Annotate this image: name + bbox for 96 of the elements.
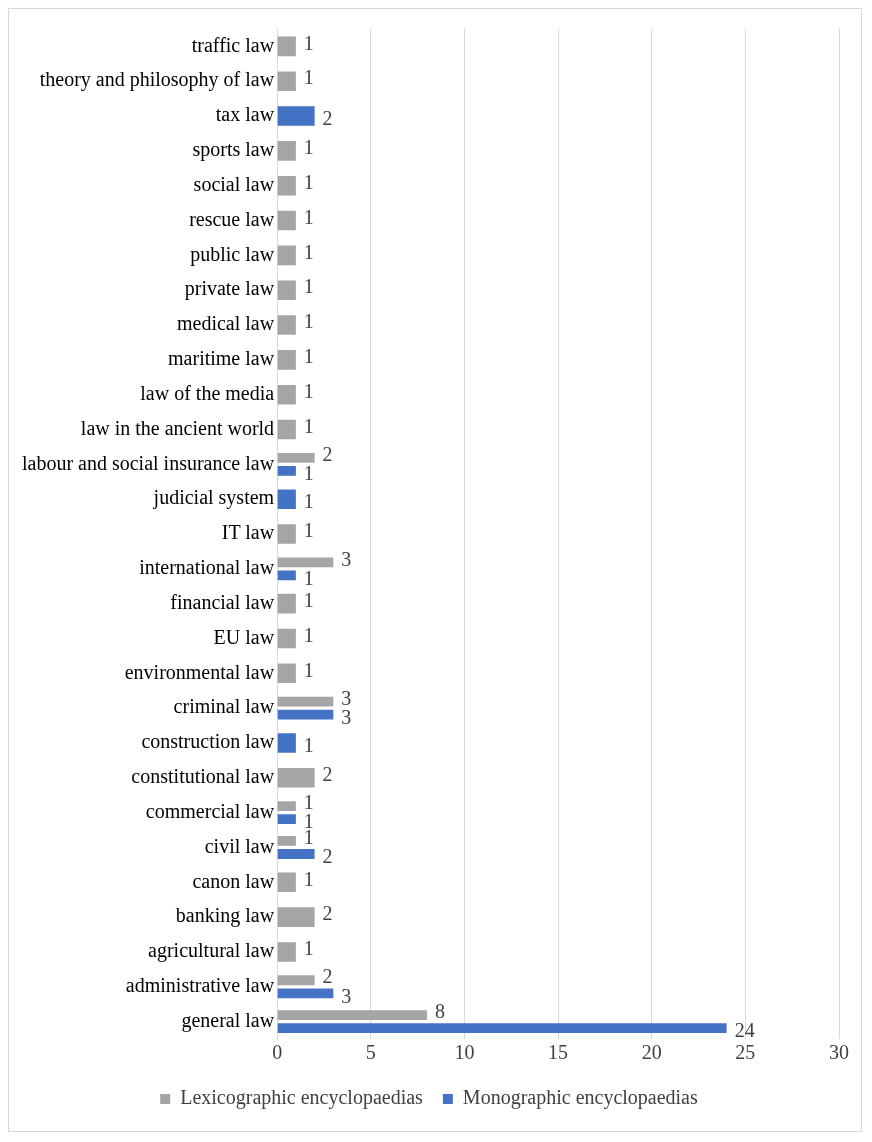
x-tick-label: 25 [735,1041,756,1064]
y-tick-label: criminal law [173,695,275,718]
data-label: 1 [303,734,314,757]
y-tick-label: constitutional law [131,765,275,788]
y-tick-label: judicial system [152,486,275,510]
bar [277,849,315,859]
bar [277,280,296,300]
data-label: 2 [322,845,333,868]
data-label: 1 [303,31,314,54]
bar [277,768,315,788]
data-label: 1 [303,66,314,89]
bar [277,814,296,825]
y-tick-label: environmental law [124,660,275,683]
bar [277,988,334,999]
bar [277,663,296,684]
y-tick-label: canon law [192,869,275,892]
y-tick-label: maritime law [168,347,275,370]
bar [277,942,296,962]
legend-label: Lexicographic encyclopaedias [180,1086,424,1110]
bar [277,36,296,57]
bar [277,1023,727,1034]
bar [277,593,296,614]
data-label: 1 [303,867,314,890]
data-label: 1 [303,519,314,542]
data-label: 1 [303,566,314,589]
bar [277,419,296,440]
y-tick-label: EU law [213,625,275,648]
data-label: 1 [303,275,314,298]
y-tick-label: law in the ancient world [80,416,275,439]
data-label: 1 [303,310,314,333]
y-tick-label: financial law [170,590,275,613]
data-label: 2 [322,763,333,786]
data-label: 1 [303,414,314,437]
data-label: 1 [303,379,314,402]
data-label: 8 [434,1000,445,1023]
data-label: 2 [322,107,333,130]
data-label: 3 [341,547,352,570]
data-label: 2 [322,902,333,925]
y-tick-label: construction law [141,730,275,753]
y-tick-label: administrative law [125,974,275,997]
bar [277,570,296,581]
data-label: 1 [303,345,314,368]
x-tick-label: 30 [829,1041,849,1064]
y-tick-label: public law [190,242,275,266]
data-label: 1 [303,791,314,814]
y-tick-label: banking law [175,904,275,928]
x-tick-label: 10 [454,1041,475,1064]
bar [277,315,296,335]
data-label: 1 [303,240,314,263]
data-label: 1 [303,937,314,960]
data-label: 1 [303,658,314,681]
data-label: 1 [303,136,314,159]
y-tick-label: private law [184,277,275,301]
data-label: 1 [303,170,314,193]
y-tick-label: commercial law [145,799,275,822]
y-tick-label: theory and philosophy of law [39,68,275,92]
y-tick-label: international law [139,556,275,579]
data-label: 1 [303,588,314,611]
bar [277,350,296,370]
data-label: 3 [341,984,352,1007]
y-tick-label: tax law [215,103,275,126]
y-tick-label: medical law [176,312,275,335]
y-tick-label: traffic law [191,33,275,56]
x-tick-label: 0 [272,1041,283,1064]
data-label: 1 [303,490,314,513]
bar [277,384,296,405]
bar [277,709,334,720]
x-tick-label: 20 [641,1041,662,1064]
data-label: 2 [322,443,333,466]
y-tick-label: law of the media [140,381,275,404]
y-tick-label: civil law [204,834,275,857]
bar [277,71,296,92]
y-tick-label: agricultural law [148,939,275,963]
bar [277,628,296,649]
y-tick-label: general law [181,1008,275,1032]
data-label: 1 [303,205,314,228]
y-tick-label: sports law [192,138,275,162]
x-tick-label: 5 [365,1041,376,1064]
bar [277,245,296,266]
bar [277,465,296,476]
bar [277,141,296,161]
y-tick-label: IT law [221,521,275,544]
data-label: 24 [734,1019,755,1042]
y-tick-label: social law [193,172,275,195]
data-label: 2 [322,965,333,988]
bar [277,210,296,231]
bar [277,872,296,893]
bar [277,907,315,927]
y-tick-label: rescue law [189,207,275,230]
y-tick-label: labour and social insurance law [21,451,275,474]
bar [277,175,296,196]
x-tick-label: 15 [548,1041,569,1064]
data-label: 1 [303,462,314,485]
data-label: 1 [303,623,314,646]
bar [277,524,296,544]
legend-label: Monographic encyclopaedias [462,1086,698,1110]
